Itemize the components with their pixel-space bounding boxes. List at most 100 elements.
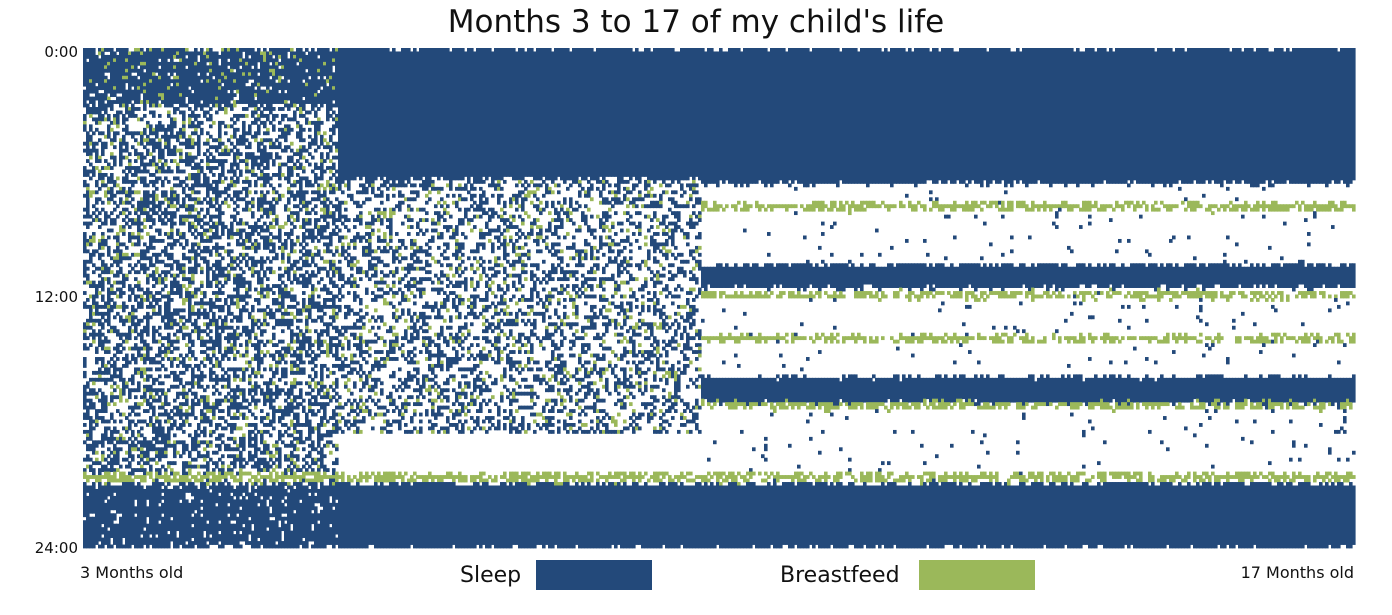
- sleep-cell: [524, 384, 528, 389]
- breastfeed-cell: [437, 190, 441, 195]
- sleep-cell: [185, 138, 189, 150]
- sleep-cell: [305, 308, 309, 313]
- sleep-cell: [149, 193, 153, 198]
- breastfeed-cell: [248, 363, 252, 368]
- breastfeed-cell: [269, 471, 273, 483]
- breastfeed-cell: [518, 363, 522, 368]
- sleep-cell: [407, 197, 411, 202]
- sleep-cell: [182, 370, 186, 375]
- sleep-cell: [245, 232, 249, 240]
- breastfeed-cell: [242, 72, 246, 77]
- sleep-cell: [482, 353, 486, 361]
- sleep-cell: [509, 423, 513, 434]
- sleep-cell: [83, 301, 87, 309]
- sleep-cell: [239, 534, 243, 542]
- sleep-cell: [278, 360, 282, 365]
- sleep-cell: [452, 336, 456, 341]
- sleep-cell: [293, 242, 297, 247]
- breastfeed-cell: [512, 471, 516, 483]
- breastfeed-cell: [167, 291, 171, 295]
- breastfeed-cell: [329, 159, 333, 163]
- sleep-cell: [293, 370, 297, 375]
- sleep-cell: [452, 388, 456, 393]
- sleep-cell: [110, 138, 114, 143]
- sleep-cell: [308, 488, 312, 493]
- sleep-cell: [257, 176, 261, 181]
- sleep-cell: [365, 287, 369, 295]
- sleep-cell: [317, 107, 321, 111]
- sleep-cell: [92, 117, 96, 122]
- sleep-cell: [425, 242, 429, 247]
- sleep-cell: [524, 377, 528, 382]
- sleep-cell: [302, 82, 306, 98]
- sleep-cell: [374, 48, 378, 181]
- sleep-cell: [92, 270, 96, 275]
- sleep-cell: [413, 249, 417, 257]
- sleep-cell: [164, 270, 168, 278]
- sleep-cell: [269, 221, 273, 226]
- sleep-cell: [137, 346, 141, 358]
- sleep-cell: [233, 127, 237, 139]
- sleep-cell: [101, 377, 105, 382]
- sleep-cell: [143, 325, 147, 334]
- sleep-cell: [119, 332, 123, 341]
- sleep-cell: [275, 173, 279, 177]
- breastfeed-cell: [104, 363, 108, 368]
- sleep-cell: [173, 176, 177, 181]
- sleep-cell: [254, 100, 258, 108]
- sleep-cell: [446, 395, 450, 403]
- sleep-cell: [257, 339, 261, 372]
- sleep-cell: [524, 197, 528, 202]
- sleep-cell: [143, 315, 147, 320]
- sleep-cell: [107, 214, 111, 219]
- sleep-cell: [398, 315, 402, 320]
- sleep-cell: [302, 51, 306, 80]
- sleep-cell: [107, 436, 111, 445]
- sleep-cell: [206, 110, 210, 115]
- sleep-cell: [173, 120, 177, 129]
- sleep-cell: [149, 357, 153, 365]
- sleep-cell: [344, 357, 348, 361]
- sleep-cell: [308, 409, 312, 413]
- breastfeed-cell: [239, 426, 243, 431]
- sleep-cell: [116, 374, 120, 379]
- sleep-cell: [512, 350, 516, 354]
- sleep-cell: [287, 433, 291, 438]
- sleep-cell: [89, 96, 93, 104]
- breastfeed-cell: [512, 343, 516, 348]
- sleep-cell: [326, 48, 330, 80]
- sleep-cell: [377, 214, 381, 219]
- sleep-cell: [167, 48, 171, 59]
- breastfeed-cell: [506, 311, 510, 316]
- sleep-cell: [512, 398, 516, 403]
- sleep-cell: [236, 238, 240, 247]
- sleep-cell: [467, 357, 471, 361]
- sleep-cell: [161, 287, 165, 292]
- sleep-cell: [221, 409, 225, 413]
- breastfeed-cell: [416, 207, 420, 212]
- breastfeed-cell: [383, 471, 387, 483]
- sleep-cell: [272, 405, 276, 424]
- sleep-cell: [428, 419, 432, 424]
- breastfeed-cell: [458, 395, 462, 400]
- sleep-cell: [272, 482, 276, 518]
- sleep-cell: [188, 214, 192, 219]
- sleep-cell: [185, 183, 189, 188]
- breastfeed-cell: [110, 141, 114, 146]
- sleep-cell: [182, 169, 186, 174]
- breastfeed-cell: [329, 450, 333, 455]
- sleep-cell: [245, 367, 249, 372]
- sleep-cell: [131, 429, 135, 438]
- breastfeed-cell: [284, 308, 288, 313]
- sleep-cell: [242, 270, 246, 275]
- sleep-cell: [146, 134, 150, 139]
- sleep-cell: [332, 315, 336, 323]
- sleep-cell: [377, 186, 381, 191]
- breastfeed-cell: [287, 482, 291, 486]
- breastfeed-cell: [377, 228, 381, 233]
- sleep-cell: [215, 461, 219, 469]
- sleep-cell: [113, 419, 117, 424]
- sleep-cell: [509, 391, 513, 396]
- sleep-cell: [410, 190, 414, 195]
- sleep-cell: [329, 416, 333, 420]
